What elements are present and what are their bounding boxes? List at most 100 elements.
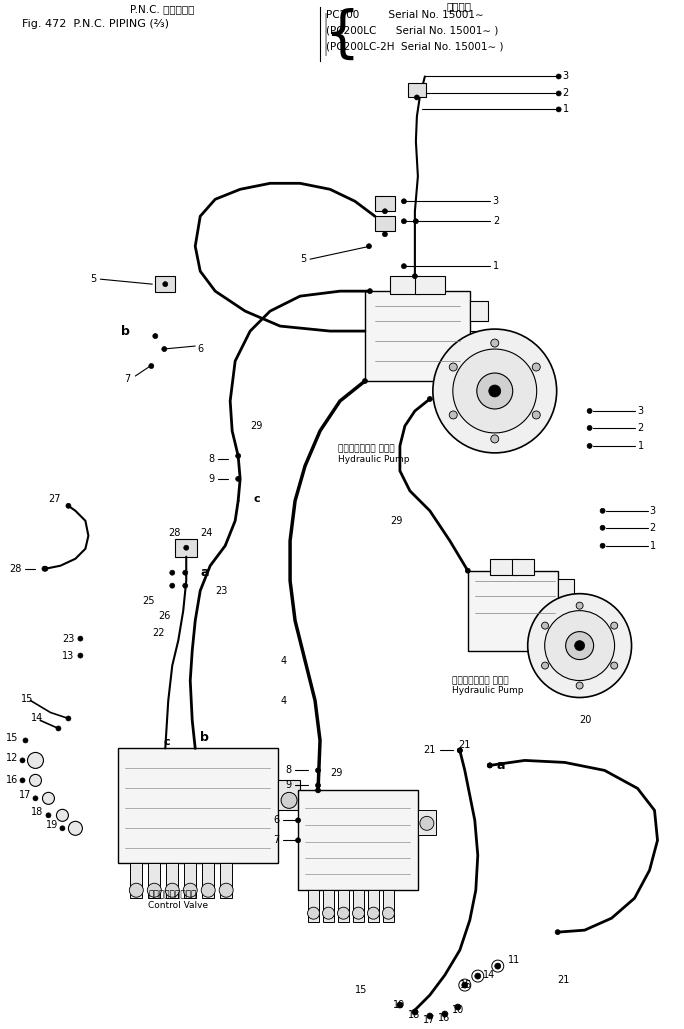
Circle shape (382, 232, 387, 237)
Circle shape (487, 762, 492, 768)
Bar (557, 578, 574, 597)
Circle shape (489, 385, 501, 397)
Text: 3: 3 (650, 506, 656, 516)
Circle shape (367, 289, 373, 293)
Text: 適用号数: 適用号数 (447, 2, 472, 11)
Text: 21: 21 (423, 745, 436, 755)
Text: ハイドロリック ポンプ
Hydraulic Pump: ハイドロリック ポンプ Hydraulic Pump (452, 676, 523, 696)
Bar (220, 863, 232, 898)
Circle shape (183, 583, 187, 589)
Text: 5: 5 (90, 274, 96, 284)
Circle shape (337, 908, 350, 919)
Text: 14: 14 (31, 713, 42, 723)
Circle shape (490, 340, 499, 347)
Text: 7: 7 (124, 374, 131, 384)
Text: Fig. 472  P.N.C. PIPING (⅔): Fig. 472 P.N.C. PIPING (⅔) (23, 19, 170, 29)
Circle shape (449, 363, 457, 371)
Circle shape (382, 908, 395, 919)
Text: 22: 22 (153, 628, 165, 638)
Bar (415, 276, 445, 294)
Bar (202, 863, 214, 898)
Circle shape (46, 813, 51, 818)
Circle shape (162, 347, 167, 352)
Circle shape (402, 263, 406, 269)
Circle shape (166, 883, 179, 897)
Text: コントロールバルブ
Control Valve: コントロールバルブ Control Valve (148, 890, 209, 910)
Circle shape (442, 1012, 448, 1017)
Circle shape (236, 476, 241, 482)
Circle shape (147, 883, 161, 897)
Circle shape (458, 748, 462, 753)
Circle shape (412, 274, 417, 279)
Text: 13: 13 (62, 650, 75, 661)
Text: 29: 29 (390, 516, 402, 526)
Bar (408, 83, 426, 98)
Circle shape (427, 1013, 433, 1019)
Text: b: b (122, 324, 131, 338)
Bar (353, 890, 364, 922)
Circle shape (528, 594, 631, 698)
Text: c: c (163, 738, 170, 747)
Circle shape (587, 409, 592, 414)
Text: 29: 29 (330, 769, 343, 778)
Text: 28: 28 (9, 564, 21, 574)
Bar (557, 604, 574, 622)
Circle shape (587, 425, 592, 430)
Circle shape (455, 1004, 461, 1010)
Circle shape (477, 374, 513, 409)
Circle shape (382, 209, 387, 214)
Circle shape (20, 778, 25, 783)
Text: 25: 25 (142, 596, 155, 606)
Circle shape (29, 775, 42, 786)
Circle shape (281, 792, 297, 809)
Circle shape (555, 929, 560, 934)
Circle shape (236, 454, 241, 458)
Text: 24: 24 (200, 528, 213, 538)
Bar (470, 361, 488, 381)
Circle shape (449, 411, 457, 419)
Bar (298, 790, 418, 890)
Bar (470, 301, 488, 321)
Circle shape (163, 282, 168, 287)
Text: (PC200LC      Serial No. 15001∼ ): (PC200LC Serial No. 15001∼ ) (326, 26, 499, 36)
Circle shape (219, 883, 233, 897)
Circle shape (27, 752, 44, 769)
Circle shape (66, 503, 71, 508)
Circle shape (413, 219, 419, 223)
Circle shape (412, 1009, 418, 1015)
Text: 15: 15 (21, 694, 33, 704)
Circle shape (611, 623, 618, 629)
Circle shape (487, 762, 492, 768)
Text: 17: 17 (18, 790, 31, 801)
Circle shape (60, 826, 65, 830)
Circle shape (453, 349, 537, 433)
Circle shape (600, 543, 605, 548)
Text: 17: 17 (423, 1015, 435, 1025)
Circle shape (43, 566, 48, 571)
Bar (131, 863, 142, 898)
Text: b: b (200, 731, 209, 744)
Text: 11: 11 (508, 955, 520, 965)
Circle shape (23, 738, 28, 743)
Circle shape (66, 716, 71, 721)
Text: 15: 15 (460, 980, 472, 990)
Circle shape (600, 525, 605, 530)
Text: (PC200LC-2H  Serial No. 15001∼ ): (PC200LC-2H Serial No. 15001∼ ) (326, 41, 503, 51)
Circle shape (542, 623, 549, 629)
Circle shape (56, 726, 61, 731)
Bar (490, 559, 518, 575)
Text: 1: 1 (563, 104, 569, 114)
Bar (390, 276, 420, 294)
Circle shape (170, 570, 174, 575)
Text: 18: 18 (408, 1010, 420, 1020)
Bar (308, 890, 319, 922)
Bar (175, 539, 197, 557)
Text: a: a (200, 566, 209, 579)
Circle shape (490, 435, 499, 442)
Circle shape (367, 244, 371, 249)
Circle shape (295, 818, 300, 823)
Bar (338, 890, 349, 922)
Text: 1: 1 (637, 440, 644, 451)
Circle shape (183, 570, 187, 575)
Text: 23: 23 (215, 586, 228, 596)
